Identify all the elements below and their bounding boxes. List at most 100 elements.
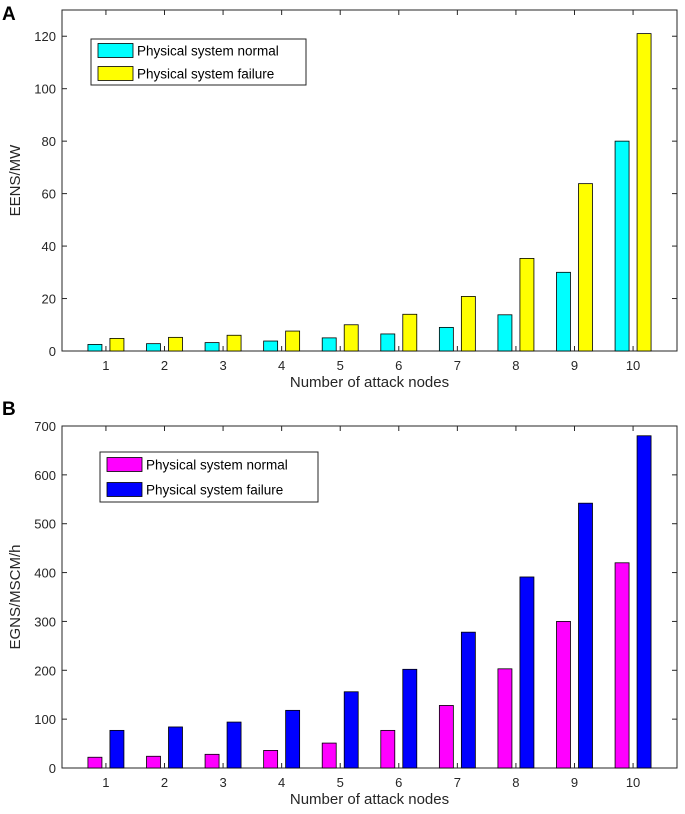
panel-a-bar-failure-9 bbox=[578, 183, 593, 352]
panel-b: B 0 100 200 300 400 500 600 700 1 2 3 4 5 6 7 8 9 10 Num… bbox=[2, 399, 678, 808]
panel-a-bar-normal-2 bbox=[146, 343, 161, 352]
panel-b-bar-normal-3 bbox=[204, 753, 220, 769]
x-tick-label: 7 bbox=[454, 775, 461, 790]
panel-b-x-axis-title: Number of attack nodes bbox=[290, 791, 449, 808]
panel-b-bar-normal-4 bbox=[263, 750, 279, 769]
y-tick-label: 40 bbox=[42, 239, 56, 254]
panel-a-bar-normal-10 bbox=[614, 140, 630, 352]
panel-a-bar-normal-8 bbox=[497, 314, 513, 352]
y-tick-label: 80 bbox=[42, 134, 56, 149]
x-tick-label: 4 bbox=[278, 358, 285, 373]
x-tick-label: 2 bbox=[161, 775, 168, 790]
panel-a-bar-failure-6 bbox=[402, 313, 418, 352]
y-tick-label: 400 bbox=[34, 566, 56, 581]
panel-b-bar-failure-6 bbox=[402, 668, 418, 769]
y-tick-label: 100 bbox=[34, 712, 56, 727]
panel-b-bar-normal-1 bbox=[87, 756, 103, 769]
panel-b-legend: Physical system normal Physical system f… bbox=[99, 451, 319, 503]
panel-b-plot-frame bbox=[61, 425, 678, 769]
x-tick-label: 6 bbox=[395, 358, 402, 373]
panel-b-bar-normal-10 bbox=[614, 562, 630, 769]
y-tick-label: 0 bbox=[49, 761, 56, 776]
panel-a-bar-normal-6 bbox=[380, 333, 396, 352]
panel-b-y-axis-title: EGNS/MSCM/h bbox=[7, 544, 24, 649]
y-tick-label: 200 bbox=[34, 663, 56, 678]
x-tick-label: 2 bbox=[161, 358, 168, 373]
x-tick-label: 8 bbox=[512, 775, 519, 790]
y-tick-label: 600 bbox=[34, 468, 56, 483]
panel-b-bar-normal-6 bbox=[380, 729, 396, 769]
panel-a-bar-normal-4 bbox=[263, 340, 279, 352]
panel-b-x-axis: 1 2 3 4 5 6 7 8 9 10 bbox=[102, 426, 640, 790]
panel-a-bars bbox=[87, 33, 652, 352]
panel-a-bar-failure-4 bbox=[285, 330, 301, 352]
x-tick-label: 4 bbox=[278, 775, 285, 790]
x-tick-label: 5 bbox=[337, 775, 344, 790]
panel-a-bar-normal-5 bbox=[321, 337, 337, 352]
panel-a-bar-normal-3 bbox=[204, 342, 220, 352]
panel-a-bar-failure-5 bbox=[343, 324, 359, 352]
panel-a: A 0 20 40 60 80 100 120 1 2 3 4 5 6 7 8 9 10 Number of … bbox=[2, 4, 678, 391]
panel-a-bar-normal-9 bbox=[556, 271, 571, 352]
panel-b-bar-failure-5 bbox=[343, 691, 359, 769]
panel-a-y-axis-title: EENS/MW bbox=[7, 144, 24, 217]
x-tick-label: 10 bbox=[626, 775, 640, 790]
x-tick-label: 3 bbox=[219, 775, 226, 790]
panel-b-bar-failure-4 bbox=[285, 709, 301, 769]
x-tick-label: 10 bbox=[626, 358, 640, 373]
y-tick-label: 500 bbox=[34, 517, 56, 532]
panel-b-bar-normal-7 bbox=[438, 705, 454, 769]
y-tick-label: 20 bbox=[42, 292, 56, 307]
panel-a-bar-failure-10 bbox=[636, 33, 652, 352]
panel-a-bar-failure-1 bbox=[109, 338, 125, 352]
panel-b-y-axis: 0 100 200 300 400 500 600 700 bbox=[34, 419, 677, 776]
x-tick-label: 9 bbox=[571, 775, 578, 790]
panel-b-legend-swatch-normal bbox=[106, 457, 143, 472]
x-tick-label: 1 bbox=[102, 358, 109, 373]
x-tick-label: 3 bbox=[219, 358, 226, 373]
panel-a-y-axis: 0 20 40 60 80 100 120 bbox=[34, 29, 677, 359]
panel-b-bar-failure-10 bbox=[636, 435, 652, 769]
panel-a-x-axis-title: Number of attack nodes bbox=[290, 374, 449, 391]
y-tick-label: 0 bbox=[49, 344, 56, 359]
x-tick-label: 6 bbox=[395, 775, 402, 790]
panel-b-bars bbox=[87, 435, 652, 769]
panel-b-bar-failure-7 bbox=[460, 631, 476, 769]
panel-a-plot-frame bbox=[61, 9, 678, 352]
panel-a-bar-failure-7 bbox=[460, 296, 476, 352]
panel-b-bar-normal-8 bbox=[497, 668, 513, 769]
x-tick-label: 1 bbox=[102, 775, 109, 790]
y-tick-label: 120 bbox=[34, 29, 56, 44]
panel-a-legend-swatch-normal bbox=[97, 43, 134, 58]
panel-a-letter: A bbox=[2, 4, 16, 25]
panel-a-bar-failure-3 bbox=[226, 334, 242, 352]
panel-a-bar-normal-1 bbox=[87, 344, 103, 352]
panel-a-legend-swatch-failure bbox=[97, 66, 134, 81]
panel-b-legend-label-failure: Physical system failure bbox=[146, 483, 283, 498]
panel-a-bar-failure-2 bbox=[168, 336, 183, 352]
y-tick-label: 700 bbox=[34, 419, 56, 434]
panel-b-bar-failure-3 bbox=[226, 721, 242, 769]
x-tick-label: 9 bbox=[571, 358, 578, 373]
panel-b-bar-normal-5 bbox=[321, 742, 337, 769]
x-tick-label: 7 bbox=[454, 358, 461, 373]
panel-a-legend: Physical system normal Physical system f… bbox=[90, 38, 307, 86]
panel-b-bar-normal-2 bbox=[146, 755, 161, 769]
panel-b-bar-failure-8 bbox=[519, 576, 535, 769]
panel-a-legend-label-failure: Physical system failure bbox=[137, 67, 274, 82]
panel-b-letter: B bbox=[2, 399, 16, 420]
panel-a-bar-failure-8 bbox=[519, 258, 535, 352]
x-tick-label: 5 bbox=[337, 358, 344, 373]
panel-b-legend-swatch-failure bbox=[106, 482, 143, 497]
y-tick-label: 60 bbox=[42, 187, 56, 202]
panel-a-bar-normal-7 bbox=[438, 326, 454, 352]
panel-b-bar-normal-9 bbox=[556, 621, 571, 769]
panel-b-legend-label-normal: Physical system normal bbox=[146, 458, 288, 473]
y-tick-label: 300 bbox=[34, 614, 56, 629]
panel-b-bar-failure-9 bbox=[578, 502, 593, 769]
panel-b-bar-failure-1 bbox=[109, 729, 125, 769]
y-tick-label: 100 bbox=[34, 82, 56, 97]
panel-a-x-axis: 1 2 3 4 5 6 7 8 9 10 bbox=[102, 10, 640, 373]
x-tick-label: 8 bbox=[512, 358, 519, 373]
